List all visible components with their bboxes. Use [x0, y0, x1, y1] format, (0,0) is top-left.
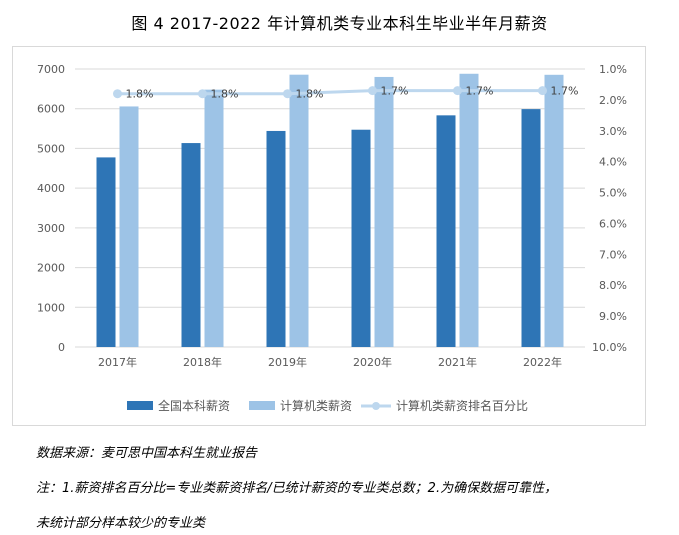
y-right-tick-label: 6.0% [599, 217, 627, 230]
y-left-tick-label: 5000 [37, 142, 65, 155]
y-right-tick-label: 2.0% [599, 94, 627, 107]
source-note: 数据来源：麦可思中国本科生就业报告 [36, 442, 257, 461]
legend-cs-swatch [249, 401, 275, 410]
y-left-tick-label: 4000 [37, 182, 65, 195]
legend-rank-label: 计算机类薪资排名百分比 [396, 397, 528, 414]
y-right-tick-label: 9.0% [599, 310, 627, 323]
footnote-line-2: 未统计部分样本较少的专业类 [36, 512, 205, 531]
x-tick-label: 2017年 [98, 355, 137, 369]
legend-cs-label: 计算机类薪资 [280, 397, 352, 414]
rank-data-label: 1.8% [211, 88, 239, 101]
y-left-tick-label: 0 [58, 341, 65, 354]
rank-percentage-point [453, 86, 462, 95]
y-right-tick-label: 1.0% [599, 63, 627, 76]
rank-data-label: 1.7% [466, 85, 494, 98]
rank-percentage-point [368, 86, 377, 95]
cs-salary-bar [290, 75, 309, 347]
national-salary-bar [182, 143, 201, 347]
x-tick-label: 2022年 [523, 355, 562, 369]
y-right-tick-label: 3.0% [599, 125, 627, 138]
rank-percentage-point [283, 89, 292, 98]
footnote-line-1: 注：1.薪资排名百分比=专业类薪资排名/已统计薪资的专业类总数；2.为确保数据可… [36, 477, 557, 496]
national-salary-bar [352, 130, 371, 347]
x-tick-label: 2018年 [183, 355, 222, 369]
cs-salary-bar [375, 77, 394, 347]
cs-salary-bar [120, 106, 139, 347]
legend-cs: 计算机类薪资 [249, 397, 352, 413]
legend-national: 全国本科薪资 [127, 397, 230, 413]
national-salary-bar [267, 131, 286, 347]
y-left-tick-label: 1000 [37, 301, 65, 314]
y-right-tick-label: 7.0% [599, 248, 627, 261]
rank-data-label: 1.7% [381, 85, 409, 98]
x-tick-label: 2020年 [353, 355, 392, 369]
x-tick-label: 2019年 [268, 355, 307, 369]
legend-rank-swatch [361, 401, 391, 411]
rank-percentage-point [538, 86, 547, 95]
rank-percentage-point [198, 89, 207, 98]
y-left-tick-label: 3000 [37, 222, 65, 235]
cs-salary-bar [460, 74, 479, 347]
rank-data-label: 1.8% [296, 88, 324, 101]
y-right-tick-label: 10.0% [592, 341, 627, 354]
legend-national-swatch [127, 401, 153, 410]
y-left-tick-label: 7000 [37, 63, 65, 76]
y-left-tick-label: 6000 [37, 103, 65, 116]
national-salary-bar [522, 109, 541, 347]
national-salary-bar [437, 115, 456, 347]
rank-percentage-point [113, 89, 122, 98]
legend-rank: 计算机类薪资排名百分比 [361, 397, 528, 413]
y-right-tick-label: 5.0% [599, 187, 627, 200]
y-right-tick-label: 4.0% [599, 156, 627, 169]
legend-national-label: 全国本科薪资 [158, 397, 230, 414]
cs-salary-bar [205, 90, 224, 347]
x-tick-label: 2021年 [438, 355, 477, 369]
y-right-tick-label: 8.0% [599, 279, 627, 292]
y-left-tick-label: 2000 [37, 262, 65, 275]
rank-data-label: 1.7% [551, 85, 579, 98]
cs-salary-bar [545, 75, 564, 347]
rank-data-label: 1.8% [126, 88, 154, 101]
national-salary-bar [97, 157, 116, 347]
